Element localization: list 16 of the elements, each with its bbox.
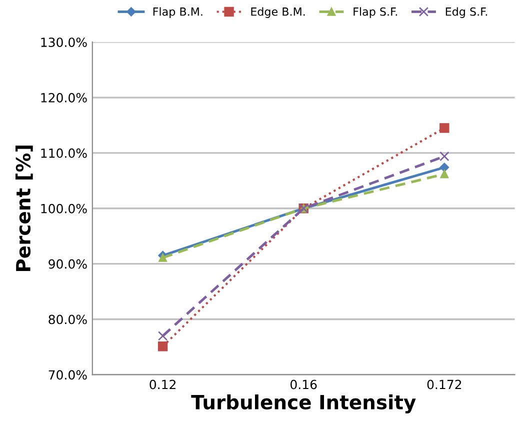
x-axis-title: Turbulence Intensity xyxy=(191,394,416,414)
x-tick-label: 0.16 xyxy=(290,380,317,390)
y-tick-label: 80.0% xyxy=(48,314,87,324)
legend-label: Edg S.F. xyxy=(446,7,488,18)
y-tick-label: 90.0% xyxy=(48,259,87,269)
y-axis-title: Percent [%] xyxy=(16,146,33,272)
y-tick-label: 110.0% xyxy=(41,148,87,158)
y-tick-label: 100.0% xyxy=(41,204,87,214)
x-tick-label: 0.172 xyxy=(427,380,462,390)
legend-label: Flap S.F. xyxy=(354,7,397,18)
legend-label: Flap B.M. xyxy=(153,7,202,18)
y-tick-label: 130.0% xyxy=(41,38,87,48)
x-tick-label: 0.12 xyxy=(150,380,176,390)
y-tick-label: 70.0% xyxy=(48,370,87,380)
legend-label: Edge B.M. xyxy=(251,7,305,18)
y-tick-label: 120.0% xyxy=(41,93,87,102)
